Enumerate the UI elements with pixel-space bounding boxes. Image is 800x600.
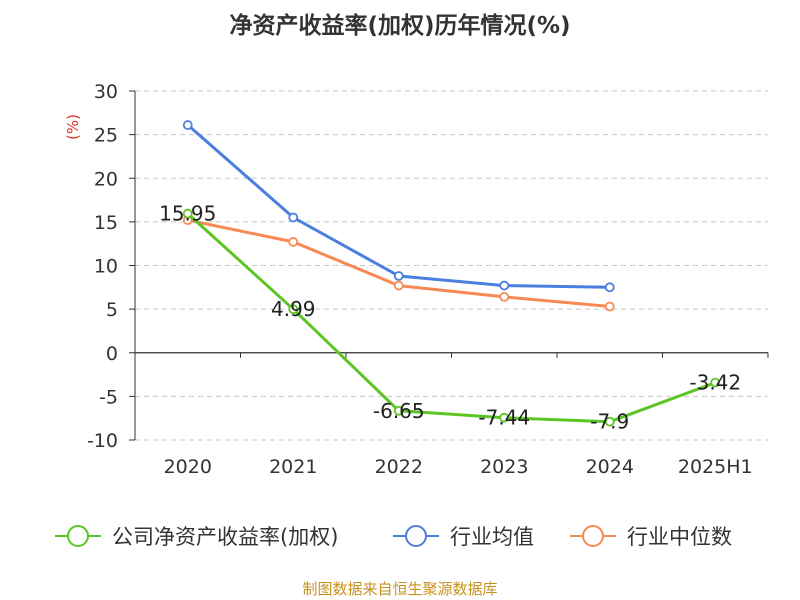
series-lines: [182, 120, 721, 427]
data-point: [499, 412, 510, 423]
data-point: [393, 405, 404, 416]
data-label: 15.95: [159, 202, 216, 226]
data-point: [604, 301, 615, 312]
x-tick-label: 2025H1: [678, 456, 753, 478]
legend-marker: [405, 525, 427, 547]
x-tick-label: 2022: [375, 456, 423, 478]
source-note: 制图数据来自恒生聚源数据库: [302, 580, 498, 598]
data-point: [288, 212, 299, 223]
legend-marker: [582, 525, 604, 547]
chart-title: 净资产收益率(加权)历年情况(%): [229, 13, 571, 39]
data-point: [288, 304, 299, 315]
grid-lines: [135, 90, 768, 441]
data-point: [499, 280, 510, 291]
data-point: [182, 120, 193, 130]
data-labels: 15.95 4.99 -6.65 -7.44 -7.9 -3.42: [159, 202, 741, 434]
y-tick-label: 5: [106, 299, 118, 321]
axes: -10 -5 0 5 10 15 20 25 30 2020 2021 2022 2023 2024 202…: [64, 81, 769, 478]
y-tick-label: -5: [99, 386, 118, 408]
legend: 公司净资产收益率(加权) 行业均值 行业中位数: [55, 525, 732, 549]
x-tick-label: 2021: [269, 456, 317, 478]
data-label: -3.42: [689, 371, 741, 395]
y-tick-label: 25: [94, 125, 118, 147]
data-point: [604, 282, 615, 293]
data-point: [499, 292, 510, 302]
data-point: [182, 208, 193, 219]
legend-label: 行业均值: [450, 525, 534, 549]
y-tick-label: -10: [87, 430, 118, 452]
data-point: [710, 377, 721, 388]
y-tick-label: 10: [94, 256, 118, 278]
data-point: [393, 271, 404, 281]
legend-label: 公司净资产收益率(加权): [112, 525, 338, 549]
data-point: [288, 237, 299, 247]
x-tick-label: 2020: [164, 456, 212, 478]
data-point: [393, 280, 404, 291]
series-line: [186, 212, 716, 424]
y-tick-label: 30: [94, 81, 118, 103]
legend-label: 行业中位数: [627, 525, 732, 549]
x-tick-label: 2024: [586, 456, 634, 478]
y-axis-label: (%): [64, 114, 82, 140]
series-line: [186, 123, 610, 289]
data-label: 4.99: [271, 297, 316, 321]
y-tick-label: 20: [94, 168, 118, 190]
y-tick-label: 15: [94, 212, 118, 234]
data-point: [604, 416, 615, 427]
legend-marker: [67, 525, 89, 547]
y-tick-label: 0: [106, 343, 118, 365]
data-label: -7.44: [478, 406, 530, 430]
data-label: -7.9: [590, 410, 629, 434]
x-tick-label: 2023: [480, 456, 528, 478]
data-label: -6.65: [373, 399, 425, 423]
series-line: [187, 218, 610, 308]
